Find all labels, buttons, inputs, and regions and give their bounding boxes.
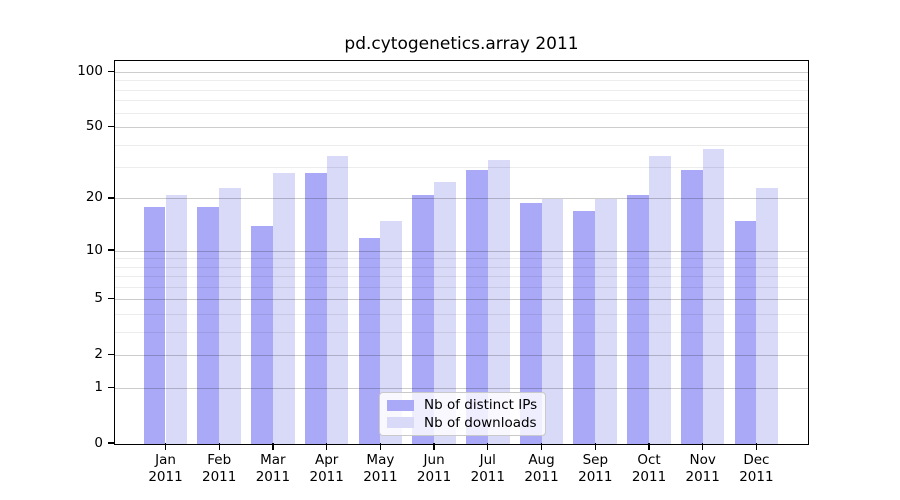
- x-tick-label: Nov 2011: [685, 452, 720, 485]
- gridline-minor: [115, 167, 808, 169]
- y-tick-mark: [107, 298, 114, 300]
- bar-downloads-jun: [434, 181, 456, 444]
- y-tick-mark: [107, 197, 114, 199]
- bar-ips-jul: [466, 170, 488, 444]
- x-tick-mark: [433, 443, 435, 450]
- bar-downloads-jan: [165, 195, 188, 444]
- y-tick-label: 5: [94, 290, 103, 307]
- bar-downloads-oct: [648, 155, 671, 444]
- gridline-minor: [115, 313, 808, 315]
- gridline-minor: [115, 89, 808, 91]
- bar-ips-jan: [143, 207, 166, 444]
- y-tick-mark: [107, 386, 114, 388]
- gridline-major: [115, 250, 808, 252]
- bar-downloads-may: [380, 220, 403, 444]
- gridline-major: [115, 355, 808, 357]
- bar-ips-nov: [680, 170, 703, 444]
- x-tick-mark: [487, 443, 489, 450]
- x-tick-mark: [755, 443, 758, 450]
- x-tick-mark: [540, 443, 543, 450]
- y-tick-mark: [107, 125, 114, 128]
- y-tick-label: 0: [94, 434, 103, 451]
- plot-area: 0 1 2 5 10 20 50 100 Jan 2011 Feb 2011 Mar 2011 Apr…: [77, 60, 809, 485]
- bar-ips-dec: [734, 220, 757, 444]
- bar-ips-oct: [627, 195, 649, 444]
- y-tick-label: 50: [85, 118, 103, 134]
- x-tick-label: Sep 2011: [578, 452, 613, 485]
- x-tick-label: May 2011: [363, 452, 398, 485]
- x-tick-mark: [594, 443, 596, 450]
- gridline-minor: [115, 276, 808, 278]
- x-tick-mark: [648, 443, 650, 450]
- legend-label-downloads: Nb of downloads: [424, 414, 537, 431]
- bar-downloads-mar: [272, 172, 295, 444]
- x-tick-label: Jul 2011: [470, 452, 505, 485]
- y-tick-label: 10: [85, 241, 103, 258]
- bar-downloads-jul: [487, 160, 510, 444]
- y-tick-label: 20: [85, 189, 103, 206]
- bar-ips-sep: [573, 211, 596, 444]
- bar-downloads-dec: [756, 188, 779, 444]
- x-tick-label: Aug 2011: [524, 452, 559, 485]
- gridline-minor: [115, 331, 808, 333]
- gridline-major: [115, 198, 808, 200]
- x-tick-mark: [218, 443, 220, 450]
- bar-downloads-sep: [595, 198, 618, 444]
- legend-swatch-downloads: [387, 417, 414, 429]
- y-tick-label: 1: [94, 378, 103, 395]
- legend-label-distinct-ips: Nb of distinct IPs: [424, 397, 538, 414]
- gridline-major: [115, 387, 808, 389]
- x-tick-mark: [702, 443, 704, 450]
- gridline-major: [115, 72, 808, 73]
- gridline-minor: [115, 100, 808, 102]
- y-tick-mark: [107, 70, 114, 73]
- y-tick-label: 100: [77, 63, 103, 79]
- bar-ips-feb: [197, 207, 220, 444]
- gridline-minor: [115, 258, 808, 260]
- y-tick-label: 2: [94, 346, 103, 363]
- gridline-minor: [115, 80, 808, 82]
- x-tick-label: Apr 2011: [309, 452, 344, 485]
- x-tick-mark: [326, 443, 328, 450]
- y-tick-mark: [107, 353, 114, 356]
- bar-ips-aug: [519, 202, 542, 444]
- legend-item-distinct-ips: Nb of distinct IPs: [387, 397, 539, 413]
- legend-swatch-distinct-ips: [387, 399, 414, 411]
- x-tick-mark: [272, 443, 274, 450]
- gridline-major: [115, 299, 808, 301]
- legend: Nb of distinct IPs Nb of downloads: [379, 392, 546, 436]
- x-tick-label: Feb 2011: [202, 452, 237, 485]
- legend-item-downloads: Nb of downloads: [387, 415, 539, 431]
- bar-downloads-nov: [702, 149, 725, 444]
- x-tick-mark: [164, 443, 167, 450]
- bar-ips-apr: [304, 172, 327, 444]
- bar-downloads-feb: [219, 188, 242, 444]
- x-tick-label: Dec 2011: [739, 452, 774, 485]
- x-tick-label: Jan 2011: [148, 452, 183, 485]
- bar-ips-jun: [412, 195, 435, 444]
- y-tick-mark: [107, 249, 114, 251]
- gridline-minor: [115, 112, 808, 114]
- gridline-minor: [115, 144, 808, 146]
- y-tick-mark: [107, 442, 114, 444]
- bar-ips-may: [358, 237, 381, 444]
- gridline-major: [115, 127, 808, 128]
- chart-title: pd.cytogenetics.array 2011: [344, 34, 579, 54]
- bar-ips-mar: [251, 226, 273, 444]
- x-tick-label: Oct 2011: [631, 452, 667, 485]
- x-tick-mark: [379, 443, 382, 450]
- bar-downloads-aug: [541, 198, 564, 444]
- bar-downloads-apr: [326, 155, 349, 444]
- x-tick-label: Jun 2011: [416, 452, 452, 485]
- gridline-minor: [115, 266, 808, 268]
- x-tick-label: Mar 2011: [255, 452, 291, 485]
- gridline-minor: [115, 286, 808, 288]
